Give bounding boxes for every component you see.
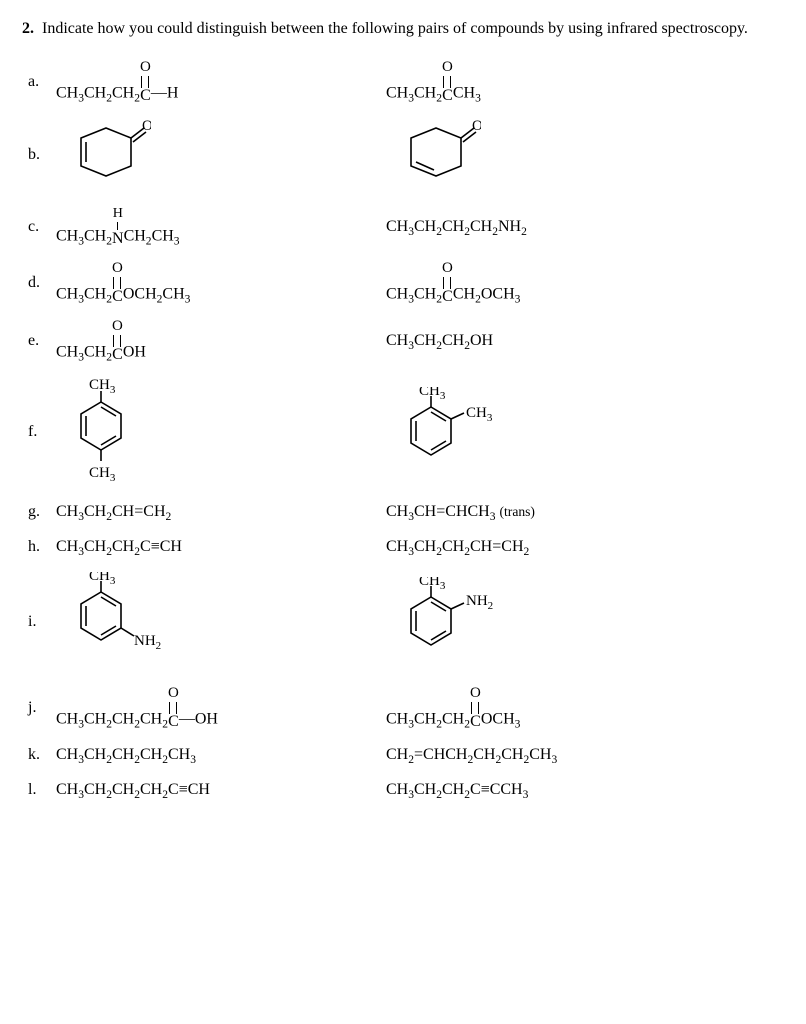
formula-k-right: CH2=CHCH2CH2CH2CH3 (386, 744, 557, 766)
parts-container: a. CH3CH2CH2OC—H CH3CH2OCCH3 b. O O c. (22, 60, 784, 815)
formula-h-right: CH3CH2CH2CH=CH2 (386, 536, 529, 558)
part-g: g. CH3CH2CH=CH2 CH3CH=CHCH3(trans) (28, 501, 784, 523)
formula-l-left: CH3CH2CH2CH2C≡CH (56, 779, 210, 801)
part-a: a. CH3CH2CH2OC—H CH3CH2OCCH3 (28, 60, 784, 104)
svg-text:CH3: CH3 (419, 387, 446, 402)
svg-text:CH3: CH3 (89, 465, 116, 484)
formula-c-left: CH3CH2HNCH2CH3 (56, 207, 180, 247)
question-number: 2. (22, 18, 34, 40)
formula-j-left: CH3CH2CH2CH2OC—OH (56, 686, 218, 730)
cyclohexenone-nonconjugated-icon: O (386, 118, 481, 193)
part-k: k. CH3CH2CH2CH2CH3 CH2=CHCH2CH2CH2CH3 (28, 744, 784, 766)
carbonyl-icon: OC (112, 261, 123, 305)
part-h: h. CH3CH2CH2C≡CH CH3CH2CH2CH=CH2 (28, 536, 784, 558)
ortho-xylene-icon: CH3 CH3 (386, 387, 516, 477)
part-label: i. (28, 611, 56, 633)
svg-text:O: O (142, 118, 151, 134)
part-i: i. CH3 NH2 CH3 NH2 (28, 572, 784, 672)
svg-text:CH3: CH3 (89, 572, 116, 587)
formula-d-left: CH3CH2OCOCH2CH3 (56, 261, 190, 305)
part-label: k. (28, 744, 56, 766)
part-f: f. CH3 CH3 CH3 CH3 (28, 377, 784, 487)
part-label: e. (28, 330, 56, 352)
formula-a-right: CH3CH2OCCH3 (386, 60, 481, 104)
carbonyl-icon: OC (112, 319, 123, 363)
formula-j-right: CH3CH2CH2OCOCH3 (386, 686, 520, 730)
question-stem: 2. Indicate how you could distinguish be… (22, 18, 784, 40)
part-label: h. (28, 536, 56, 558)
svg-text:NH2: NH2 (466, 593, 493, 612)
formula-h-left: CH3CH2CH2C≡CH (56, 536, 182, 558)
formula-a-left: CH3CH2CH2OC—H (56, 60, 178, 104)
svg-text:CH3: CH3 (89, 377, 116, 396)
part-label: c. (28, 216, 56, 238)
formula-g-right: CH3CH=CHCH3(trans) (386, 501, 535, 523)
carbonyl-icon: OC (168, 686, 179, 730)
part-label: a. (28, 71, 56, 93)
formula-e-right: CH3CH2CH2OH (386, 330, 493, 352)
formula-e-left: CH3CH2OCOH (56, 319, 146, 363)
formula-c-right: CH3CH2CH2CH2NH2 (386, 216, 527, 238)
nh-icon: HN (112, 207, 124, 247)
formula-k-left: CH3CH2CH2CH2CH3 (56, 744, 196, 766)
part-label: j. (28, 697, 56, 719)
part-label: d. (28, 272, 56, 294)
part-label: g. (28, 501, 56, 523)
formula-d-right: CH3CH2OCCH2OCH3 (386, 261, 520, 305)
part-b: b. O O (28, 118, 784, 193)
part-d: d. CH3CH2OCOCH2CH3 CH3CH2OCCH2OCH3 (28, 261, 784, 305)
formula-g-left: CH3CH2CH=CH2 (56, 501, 171, 523)
question-text: Indicate how you could distinguish betwe… (42, 18, 748, 40)
carbonyl-icon: OC (470, 686, 481, 730)
meta-toluidine-icon: CH3 NH2 (56, 572, 176, 672)
part-l: l. CH3CH2CH2CH2C≡CH CH3CH2CH2C≡CCH3 (28, 779, 784, 801)
part-label: f. (28, 421, 56, 443)
carbonyl-icon: OC (442, 60, 453, 104)
cyclohexenone-conjugated-icon: O (56, 118, 151, 193)
svg-text:CH3: CH3 (419, 577, 446, 592)
svg-text:CH3: CH3 (466, 405, 493, 424)
part-c: c. CH3CH2HNCH2CH3 CH3CH2CH2CH2NH2 (28, 207, 784, 247)
carbonyl-icon: OC (442, 261, 453, 305)
carbonyl-icon: OC (140, 60, 151, 104)
part-j: j. CH3CH2CH2CH2OC—OH CH3CH2CH2OCOCH3 (28, 686, 784, 730)
part-label: l. (28, 779, 56, 801)
part-label: b. (28, 144, 56, 166)
para-xylene-icon: CH3 CH3 (56, 377, 146, 487)
part-e: e. CH3CH2OCOH CH3CH2CH2OH (28, 319, 784, 363)
formula-l-right: CH3CH2CH2C≡CCH3 (386, 779, 528, 801)
svg-text:NH2: NH2 (134, 633, 161, 652)
svg-text:O: O (472, 118, 481, 134)
ortho-toluidine-icon: CH3 NH2 (386, 577, 516, 667)
